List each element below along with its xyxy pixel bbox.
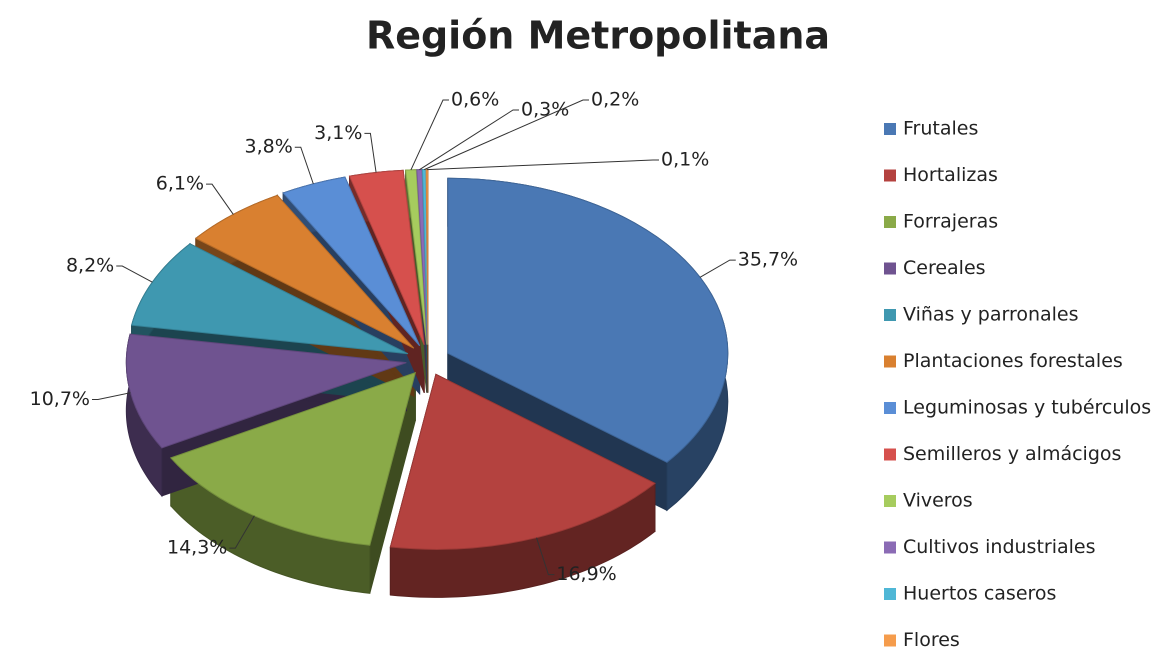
pie-slice bbox=[125, 333, 407, 449]
data-label: 6,1% bbox=[156, 173, 204, 195]
legend-swatch bbox=[884, 495, 896, 507]
legend-swatch bbox=[884, 448, 896, 461]
legend-swatch bbox=[884, 355, 896, 368]
legend-label: Huertos caseros bbox=[903, 583, 1056, 605]
legend-swatch bbox=[884, 262, 896, 275]
legend-label: Flores bbox=[903, 629, 960, 649]
leader-line bbox=[419, 109, 519, 171]
leader-line bbox=[229, 515, 255, 549]
data-label: 35,7% bbox=[738, 249, 798, 271]
pie-slice bbox=[169, 371, 417, 546]
legend-swatch bbox=[884, 169, 896, 182]
pie-slice bbox=[405, 169, 428, 345]
data-label: 3,1% bbox=[314, 122, 362, 144]
legend-swatch bbox=[884, 541, 896, 554]
legend-label: Frutales bbox=[903, 118, 978, 140]
legend-swatch bbox=[884, 634, 896, 647]
data-label: 0,2% bbox=[591, 89, 639, 111]
leader-line bbox=[116, 265, 153, 283]
leader-line bbox=[410, 99, 449, 171]
pie-slice bbox=[282, 176, 421, 347]
legend-label: Hortalizas bbox=[903, 164, 998, 186]
data-label: 14,3% bbox=[167, 537, 227, 559]
leader-line bbox=[699, 259, 736, 278]
data-label: 10,7% bbox=[30, 388, 90, 410]
legend-label: Semilleros y almácigos bbox=[903, 443, 1121, 465]
legend-label: Viveros bbox=[903, 490, 973, 512]
leader-line bbox=[206, 183, 234, 215]
leader-line bbox=[364, 132, 377, 173]
leader-line bbox=[91, 392, 131, 401]
legend-label: Forrajeras bbox=[903, 211, 998, 233]
pie-slice bbox=[131, 243, 409, 355]
leader-line bbox=[536, 537, 555, 576]
legend-swatch bbox=[884, 402, 896, 414]
data-label: 0,6% bbox=[451, 89, 499, 111]
legend-swatch bbox=[884, 309, 896, 321]
data-label: 16,9% bbox=[556, 563, 616, 585]
legend-label: Plantaciones forestales bbox=[903, 350, 1123, 372]
pie-slice bbox=[447, 177, 729, 463]
legend-swatch bbox=[884, 216, 896, 228]
leader-line bbox=[424, 99, 589, 171]
legend-label: Viñas y parronales bbox=[903, 304, 1079, 326]
legend-swatch bbox=[884, 588, 896, 600]
slice-tops bbox=[125, 169, 729, 550]
data-label: 3,8% bbox=[244, 136, 292, 158]
chart-title: Región Metropolitana bbox=[366, 14, 830, 58]
legend-label: Leguminosas y tubérculos bbox=[903, 397, 1151, 419]
data-label: 0,3% bbox=[521, 99, 569, 121]
legend-swatch bbox=[884, 123, 896, 135]
pie-slice bbox=[389, 373, 656, 550]
legend-label: Cultivos industriales bbox=[903, 536, 1096, 558]
leader-line bbox=[427, 159, 659, 171]
pie-slice bbox=[348, 169, 425, 346]
data-label: 0,1% bbox=[661, 149, 709, 171]
data-label: 8,2% bbox=[66, 255, 114, 277]
legend-label: Cereales bbox=[903, 257, 986, 279]
leader-line bbox=[294, 146, 314, 185]
